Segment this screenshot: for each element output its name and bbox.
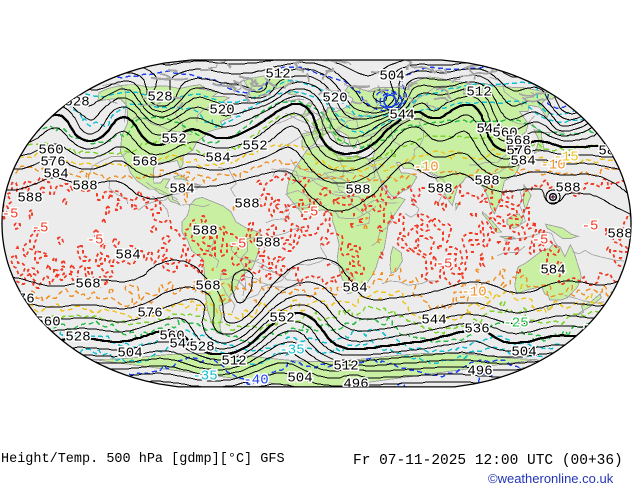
svg-text:-5: -5 [532, 233, 549, 249]
svg-text:496: 496 [467, 364, 492, 380]
svg-text:-5: -5 [2, 207, 19, 223]
svg-text:536: 536 [464, 322, 489, 338]
svg-text:568: 568 [195, 279, 220, 295]
svg-text:-10: -10 [540, 158, 565, 174]
svg-text:552: 552 [269, 311, 294, 327]
svg-text:560: 560 [159, 329, 184, 345]
svg-text:584: 584 [342, 281, 367, 297]
svg-text:544: 544 [169, 337, 194, 353]
svg-text:504: 504 [117, 346, 142, 362]
svg-text:-5: -5 [582, 219, 599, 235]
svg-text:584: 584 [169, 182, 194, 198]
svg-text:588: 588 [17, 191, 42, 207]
svg-text:520: 520 [209, 103, 234, 119]
svg-text:-15: -15 [553, 150, 578, 166]
svg-text:544: 544 [421, 313, 446, 329]
svg-text:588: 588 [255, 236, 280, 252]
svg-text:584: 584 [510, 154, 535, 170]
svg-text:512: 512 [333, 359, 358, 375]
svg-text:576: 576 [137, 306, 162, 322]
svg-text:496: 496 [343, 377, 368, 393]
svg-text:588: 588 [427, 182, 452, 198]
svg-text:-5: -5 [230, 237, 247, 253]
svg-text:-40: -40 [243, 373, 268, 389]
svg-text:588: 588 [234, 197, 259, 213]
svg-text:584: 584 [205, 151, 230, 167]
svg-text:576: 576 [40, 155, 65, 171]
svg-text:588: 588 [192, 224, 217, 240]
svg-text:512: 512 [221, 354, 246, 370]
svg-text:-35: -35 [279, 343, 304, 359]
svg-text:588: 588 [607, 227, 632, 243]
svg-text:-5: -5 [302, 205, 319, 221]
svg-text:588: 588 [72, 179, 97, 195]
svg-text:552: 552 [161, 132, 186, 148]
svg-text:588: 588 [345, 183, 370, 199]
svg-text:568: 568 [75, 277, 100, 293]
svg-text:588: 588 [474, 174, 499, 190]
svg-text:512: 512 [265, 67, 290, 83]
svg-text:588: 588 [555, 181, 580, 197]
svg-text:528: 528 [147, 90, 172, 106]
svg-text:-35: -35 [192, 369, 217, 385]
svg-text:-5: -5 [32, 221, 49, 237]
svg-text:-25: -25 [503, 316, 528, 332]
svg-text:560: 560 [492, 126, 517, 142]
svg-text:576: 576 [506, 144, 531, 160]
svg-text:544: 544 [389, 108, 414, 124]
svg-text:504: 504 [287, 371, 312, 387]
svg-text:512: 512 [466, 85, 491, 101]
svg-text:584: 584 [115, 248, 140, 264]
svg-text:520: 520 [322, 91, 347, 107]
svg-text:-10: -10 [413, 160, 438, 176]
svg-text:584: 584 [43, 167, 68, 183]
svg-text:568: 568 [132, 155, 157, 171]
svg-text:528: 528 [65, 330, 90, 346]
svg-text:544: 544 [476, 122, 501, 138]
svg-text:-10: -10 [461, 285, 486, 301]
svg-text:-5: -5 [436, 257, 453, 273]
svg-text:528: 528 [189, 340, 214, 356]
svg-text:584: 584 [540, 263, 565, 279]
svg-text:504: 504 [511, 345, 536, 361]
svg-text:-5: -5 [87, 233, 104, 249]
svg-text:560: 560 [38, 143, 63, 159]
svg-text:504: 504 [379, 69, 404, 85]
svg-text:568: 568 [505, 134, 530, 150]
svg-text:552: 552 [242, 139, 267, 155]
